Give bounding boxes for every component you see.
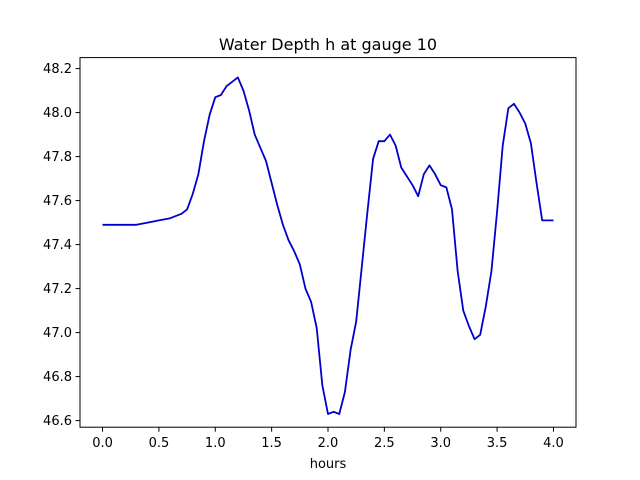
x-tick-label: 3.5	[487, 436, 508, 451]
x-tick-label: 2.5	[374, 436, 395, 451]
y-tick-label: 46.6	[43, 414, 72, 429]
y-tick-label: 47.2	[43, 282, 72, 297]
x-tick-label: 3.0	[430, 436, 451, 451]
y-tick-label: 47.8	[43, 150, 72, 165]
y-tick-label: 48.0	[43, 106, 72, 121]
x-tick-label: 1.5	[261, 436, 282, 451]
y-axis: 46.6 46.8 47.0 47.2 47.4 47.6 47.8 48.0 48.2	[43, 62, 80, 429]
y-tick-label: 46.8	[43, 370, 72, 385]
x-tick-label: 1.0	[205, 436, 226, 451]
plot-area-frame	[79, 57, 577, 428]
x-tick-label: 0.5	[149, 436, 170, 451]
series-layer	[102, 76, 554, 415]
x-tick-label: 0.0	[92, 436, 113, 451]
x-tick-label: 2.0	[318, 436, 339, 451]
water-depth-series-line	[102, 76, 554, 415]
y-tick-label: 47.6	[43, 194, 72, 209]
chart-title: Water Depth h at gauge 10	[219, 35, 437, 54]
y-tick-label: 48.2	[43, 62, 72, 77]
y-tick-label: 47.0	[43, 326, 72, 341]
y-tick-label: 47.4	[43, 238, 72, 253]
x-axis: 0.0 0.5 1.0 1.5 2.0 2.5 3.0 3.5 4.0	[92, 427, 564, 451]
x-axis-label: hours	[310, 457, 347, 472]
x-tick-label: 4.0	[543, 436, 564, 451]
